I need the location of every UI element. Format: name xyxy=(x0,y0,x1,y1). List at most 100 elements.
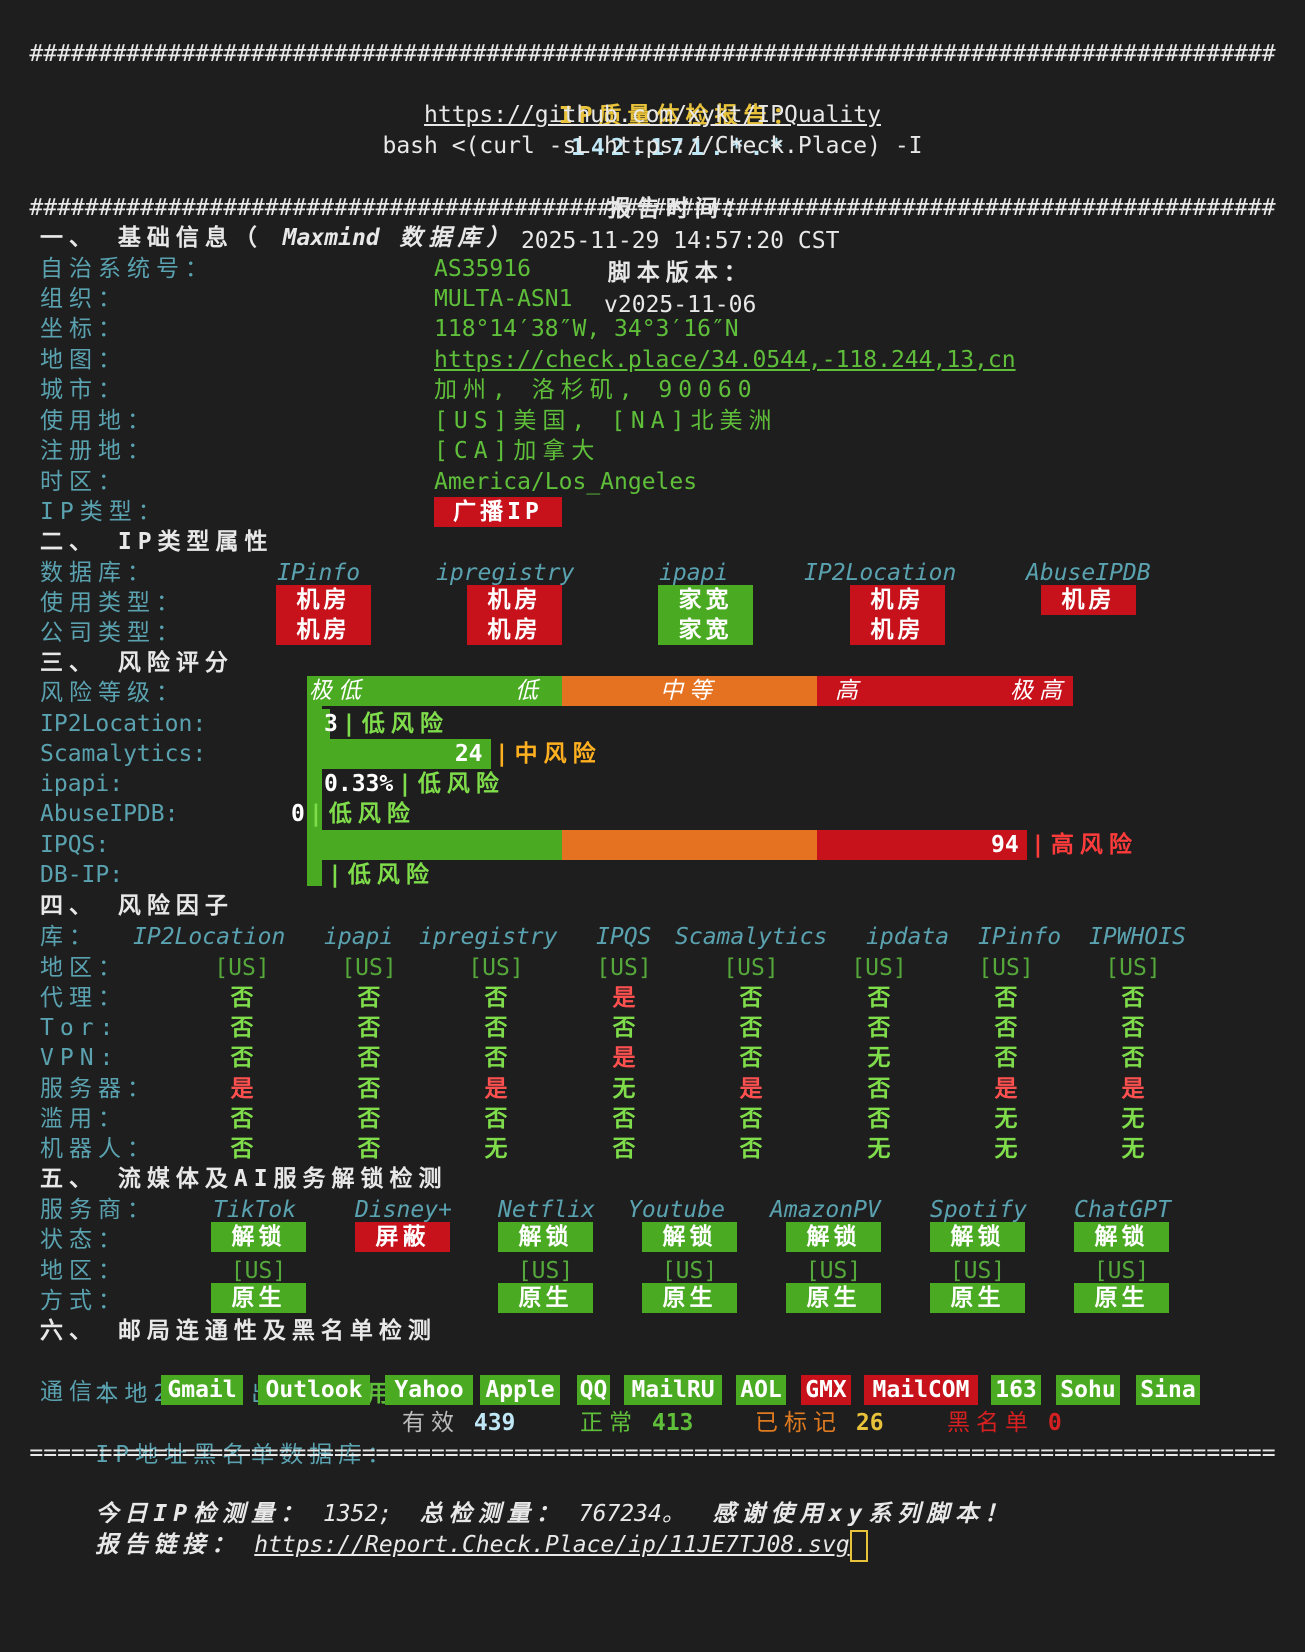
mail-provider-badge: 163 xyxy=(991,1375,1041,1405)
factor-value: 是 xyxy=(230,1076,254,1102)
version-label: 脚本版本： xyxy=(607,260,753,286)
media-method-badge: 原生 xyxy=(642,1283,737,1313)
risk-verdict: |低风险 xyxy=(398,771,505,797)
iptype-db-name: IPinfo xyxy=(277,560,361,586)
factor-value: [US] xyxy=(341,955,397,981)
media-region-value: [US] xyxy=(661,1258,718,1284)
media-status-badge: 解锁 xyxy=(498,1222,593,1252)
media-service-name: Youtube xyxy=(628,1197,725,1223)
factor-value: 无 xyxy=(867,1136,891,1162)
factor-value: 否 xyxy=(484,1015,508,1041)
report-link-label: 报告链接： xyxy=(95,1532,241,1558)
mail-provider-badge: Sina xyxy=(1136,1375,1200,1405)
risk-score-value: 0 xyxy=(291,801,305,827)
factor-value: 否 xyxy=(739,985,763,1011)
risk-verdict: |低风险 xyxy=(309,801,416,827)
risk-level-label: 风险等级： xyxy=(40,680,185,706)
hash-line-top: ########################################… xyxy=(29,41,1276,67)
media-service-name: Netflix xyxy=(498,1197,595,1223)
factor-value: 否 xyxy=(739,1015,763,1041)
media-method-badge: 原生 xyxy=(211,1283,306,1313)
factor-value: 是 xyxy=(739,1076,763,1102)
time-value: 2025-11-29 14:57:20 CST xyxy=(520,228,840,254)
risk-score-bar xyxy=(307,830,563,860)
factor-value: [US] xyxy=(723,955,779,981)
media-service-name: TikTok xyxy=(213,1197,297,1223)
factor-value: 无 xyxy=(1121,1136,1145,1162)
media-service-name: ChatGPT xyxy=(1074,1197,1171,1223)
risk-score-value: 3 xyxy=(324,711,338,737)
media-status-badge: 解锁 xyxy=(930,1222,1025,1252)
risk-verdict: |中风险 xyxy=(494,741,602,767)
media-method-badge: 原生 xyxy=(930,1283,1025,1313)
blacklist-normal: 正常 413 xyxy=(580,1410,694,1436)
report-time-line: 报告时间： 2025-11-29 14:57:20 CST 脚本版本： v202… xyxy=(0,161,1305,318)
basic-label: IP类型： xyxy=(40,499,167,525)
media-service-name: AmazonPV xyxy=(770,1197,881,1223)
blacklist-valid: 有效 439 xyxy=(402,1410,516,1436)
mail-comm-label: 通信： xyxy=(40,1379,127,1405)
report-link-line: 报告链接： https://Report.Check.Place/ip/11JE… xyxy=(40,1497,868,1562)
risk-scale-label: 极高 xyxy=(1010,678,1068,704)
factor-value: 否 xyxy=(994,1045,1018,1071)
factor-value: [US] xyxy=(596,955,652,981)
factor-value: 否 xyxy=(230,1106,254,1132)
media-service-name: Spotify xyxy=(930,1197,1027,1223)
mail-provider-badge: QQ xyxy=(577,1375,610,1405)
basic-value: AS35916 xyxy=(434,256,531,282)
factor-db-name: ipapi xyxy=(324,924,394,950)
factor-row-label: 代理： xyxy=(40,985,127,1011)
factor-db-name: Scamalytics xyxy=(675,924,828,950)
media-region-value: [US] xyxy=(1093,1258,1150,1284)
factor-value: 否 xyxy=(357,985,381,1011)
basic-label: 城市： xyxy=(40,377,127,403)
risk-source-label: DB-IP: xyxy=(40,862,124,888)
factor-value: [US] xyxy=(978,955,1034,981)
factor-value: 否 xyxy=(739,1106,763,1132)
factor-value: 否 xyxy=(867,985,891,1011)
usage-type-badge: 机房 xyxy=(467,585,562,615)
media-status-badge: 解锁 xyxy=(786,1222,881,1252)
factor-db-name: IPinfo xyxy=(978,924,1062,950)
factor-value: 否 xyxy=(994,1015,1018,1041)
factor-value: 无 xyxy=(612,1076,636,1102)
factor-value: [US] xyxy=(1105,955,1161,981)
company-type-badge: 机房 xyxy=(467,615,562,645)
report-link[interactable]: https://Report.Check.Place/ip/11JE7TJ08.… xyxy=(254,1532,850,1558)
section-factors-title: 四、 风险因子 xyxy=(40,893,234,919)
factor-value: 否 xyxy=(867,1076,891,1102)
usage-type-badge: 机房 xyxy=(850,585,945,615)
hash-line-bottom: ########################################… xyxy=(29,195,1276,221)
factor-value: 是 xyxy=(1121,1076,1145,1102)
repo-link[interactable]: https://github.com/xykt/IPQuality xyxy=(424,102,881,128)
risk-score-bar xyxy=(307,739,491,769)
factor-value: 否 xyxy=(612,1106,636,1132)
iptype-db-name: ipregistry xyxy=(436,560,575,586)
media-method-badge: 原生 xyxy=(786,1283,881,1313)
media-region-value: [US] xyxy=(230,1258,287,1284)
basic-label: 自治系统号： xyxy=(40,256,214,282)
basic-value: [US]美国, [NA]北美洲 xyxy=(434,408,778,434)
media-status-badge: 解锁 xyxy=(211,1222,306,1252)
risk-verdict: |低风险 xyxy=(328,862,435,888)
factor-row-label: 服务器： xyxy=(40,1076,156,1102)
section-risk-title: 三、 风险评分 xyxy=(40,650,234,676)
factor-value: 否 xyxy=(1121,985,1145,1011)
risk-source-label: IP2Location: xyxy=(40,711,207,737)
risk-score-value: 0.33% xyxy=(324,771,394,797)
risk-score-bar xyxy=(307,709,330,739)
factor-value: 是 xyxy=(484,1076,508,1102)
basic-label: 组织： xyxy=(40,286,127,312)
media-method-badge: 原生 xyxy=(1074,1283,1169,1313)
basic-label: 坐标： xyxy=(40,316,127,342)
basic-value[interactable]: https://check.place/34.0544,-118.244,13,… xyxy=(434,347,1016,373)
factor-value: [US] xyxy=(851,955,907,981)
media-service-label: 服务商： xyxy=(40,1197,156,1223)
media-method-label: 方式： xyxy=(40,1288,127,1314)
media-status-badge: 屏蔽 xyxy=(355,1222,450,1252)
company-type-badge: 机房 xyxy=(850,615,945,645)
media-region-value: [US] xyxy=(949,1258,1006,1284)
risk-source-label: Scamalytics: xyxy=(40,741,207,767)
equals-line: ========================================… xyxy=(29,1440,1276,1466)
factor-value: [US] xyxy=(214,955,270,981)
